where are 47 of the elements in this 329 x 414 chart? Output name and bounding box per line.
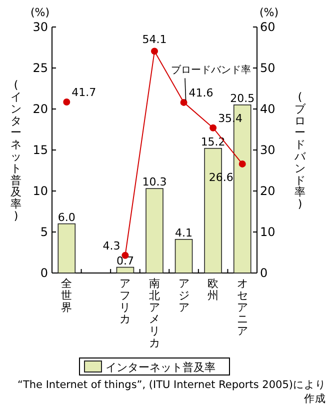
category-label: 全世界	[61, 277, 72, 314]
data-label: 6.0	[58, 210, 76, 224]
category-label: アジア	[178, 277, 190, 314]
bar	[174, 238, 193, 274]
y2-tick-label: 30	[260, 143, 276, 157]
y2-tick-label: 0	[260, 266, 268, 280]
point	[210, 124, 217, 132]
y2-tick-label: 10	[260, 225, 276, 239]
y-tick-label: 5	[40, 225, 48, 239]
data-label: 4.1	[175, 226, 193, 240]
y-tick-label: 25	[32, 61, 48, 75]
category-label: オセアニア	[236, 277, 248, 338]
y2-tick-label: 50	[260, 61, 276, 75]
category-label: アフリカ	[120, 277, 131, 326]
y-tick-label: 30	[32, 20, 48, 34]
legend-label: インターネット普及率	[106, 361, 216, 374]
y2-tick-label: 40	[260, 102, 276, 116]
text: (%)	[30, 6, 50, 19]
bar	[116, 266, 134, 274]
data-label: 41.6	[188, 86, 214, 100]
y2-tick-label: 60	[260, 20, 276, 34]
data-label: 0.7	[116, 254, 134, 268]
point	[238, 160, 246, 168]
y-tick-label: 20	[32, 102, 48, 116]
text: (インターネット普及率)	[10, 78, 22, 222]
category-label: 欧州	[208, 277, 219, 302]
bar	[58, 223, 76, 274]
data-label: 54.1	[142, 33, 167, 46]
bar	[146, 188, 164, 274]
point	[180, 98, 188, 106]
data-label: 20.5	[230, 92, 255, 105]
y-tick-label: 10	[32, 184, 48, 198]
legend: インターネット普及率	[79, 358, 230, 376]
text: (ブロードバンド率)	[294, 90, 306, 211]
data-label: 41.7	[72, 86, 96, 100]
point	[151, 48, 158, 55]
text: (%)	[259, 6, 279, 19]
point	[63, 98, 70, 106]
y2-tick-label: 20	[260, 184, 276, 198]
category-label: 南北アメリカ	[149, 277, 160, 350]
text: “The Internet of things”, (ITU Internet Reports 2005)により作成	[16, 378, 326, 406]
data-label: 10.3	[142, 176, 167, 189]
y-tick-label: 15	[32, 143, 48, 157]
y-tick-label: 0	[40, 266, 48, 280]
data-label: 4.3	[102, 239, 120, 252]
series-label: ブロードバンド率	[171, 65, 251, 76]
data-label: 15.2	[200, 135, 226, 148]
